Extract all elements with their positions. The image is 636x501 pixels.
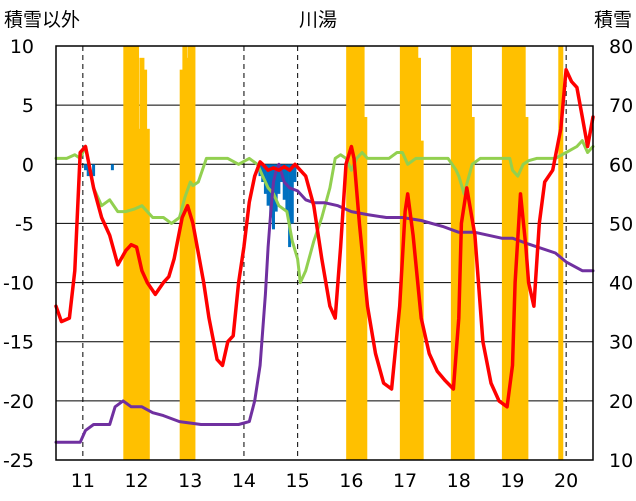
right-tick-5: 30	[609, 332, 633, 354]
x-tick-5: 16	[339, 470, 363, 492]
x-tick-9: 20	[554, 470, 578, 492]
precip-bar-35	[466, 46, 472, 460]
negative-bar-3	[110, 164, 114, 171]
series-lines	[54, 67, 595, 444]
precip-bar-37	[501, 46, 507, 460]
right-tick-1: 70	[609, 95, 633, 117]
precip-bar-40	[509, 46, 515, 460]
precip-bar-22	[402, 46, 408, 460]
right-tick-4: 40	[609, 273, 633, 295]
negative-bar-17	[293, 164, 297, 183]
chart-title: 川湯	[299, 9, 337, 31]
precip-bar-46	[558, 46, 564, 460]
left-tick-0: 10	[10, 36, 34, 58]
negative-bar-0	[84, 164, 88, 171]
precip-bar-39	[507, 46, 513, 460]
negative-bar-14	[285, 164, 289, 212]
precip-bar-41	[512, 46, 518, 460]
precip-bar-23	[405, 46, 411, 460]
precip-bar-9	[179, 69, 185, 461]
x-tick-4: 15	[286, 470, 310, 492]
precip-bar-29	[450, 46, 456, 460]
precip-bar-5	[136, 128, 142, 461]
precip-bar-13	[190, 46, 196, 460]
right-tick-labels: 80 70 60 50 40 30 20 10	[609, 36, 633, 472]
precip-bar-8	[144, 128, 150, 461]
negative-bar-15	[288, 164, 292, 248]
precip-bar-27	[415, 57, 421, 460]
x-tick-labels: 11 12 13 14 15 16 17 18 19 20	[71, 470, 578, 492]
right-tick-3: 50	[609, 213, 633, 235]
temperature-line	[54, 67, 595, 409]
precip-bar-24	[407, 46, 413, 460]
x-tick-1: 12	[124, 470, 148, 492]
left-axis-title: 積雪以外	[4, 9, 80, 31]
precip-bar-2	[128, 46, 134, 460]
precip-bar-16	[351, 46, 357, 460]
precip-bar-15	[348, 46, 354, 460]
x-tick-3: 14	[232, 470, 256, 492]
right-tick-7: 10	[609, 450, 633, 472]
precip-bar-30	[453, 46, 459, 460]
precip-bar-11	[185, 57, 191, 460]
negative-bar-1	[86, 164, 90, 177]
left-tick-6: -20	[3, 391, 34, 413]
x-tick-0: 11	[71, 470, 95, 492]
negative-bar-11	[277, 164, 281, 194]
precip-bar-33	[461, 46, 467, 460]
left-tick-labels: 10 5 0 -5 -10 -15 -20 -25	[3, 36, 34, 472]
left-tick-5: -15	[3, 332, 34, 354]
precip-bar-6	[139, 57, 145, 460]
left-tick-1: 5	[22, 95, 34, 117]
precip-bar-18	[356, 46, 362, 460]
right-tick-6: 20	[609, 391, 633, 413]
negative-bar-2	[92, 164, 96, 177]
precip-bar-17	[354, 46, 360, 460]
precip-bar-12	[187, 46, 193, 460]
precip-bar-31	[456, 46, 462, 460]
precip-bar-1	[125, 46, 131, 460]
left-tick-7: -25	[3, 450, 34, 472]
left-tick-4: -10	[3, 273, 34, 295]
precip-bar-45	[523, 116, 529, 460]
left-tick-2: 0	[22, 154, 34, 176]
precip-bar-34	[464, 46, 470, 460]
right-tick-0: 80	[609, 36, 633, 58]
precip-bar-44	[520, 46, 526, 460]
left-tick-3: -5	[15, 213, 34, 235]
snow_depth-line	[54, 162, 595, 444]
precip-bar-38	[504, 46, 510, 460]
precip-bar-14	[346, 46, 352, 460]
negative-bar-16	[290, 164, 294, 224]
x-tick-8: 19	[500, 470, 524, 492]
x-tick-2: 13	[178, 470, 202, 492]
precip-bar-10	[182, 46, 188, 460]
precip-bar-36	[469, 116, 475, 460]
right-axis-title: 積雪	[594, 9, 632, 31]
precip-bar-43	[518, 46, 524, 460]
plot-frame	[55, 45, 594, 461]
negative-bar-10	[274, 164, 278, 212]
precip-bar-7	[142, 69, 148, 461]
x-tick-6: 17	[393, 470, 417, 492]
x-tick-7: 18	[447, 470, 471, 492]
right-tick-2: 60	[609, 154, 633, 176]
precip-bar-3	[131, 46, 137, 460]
